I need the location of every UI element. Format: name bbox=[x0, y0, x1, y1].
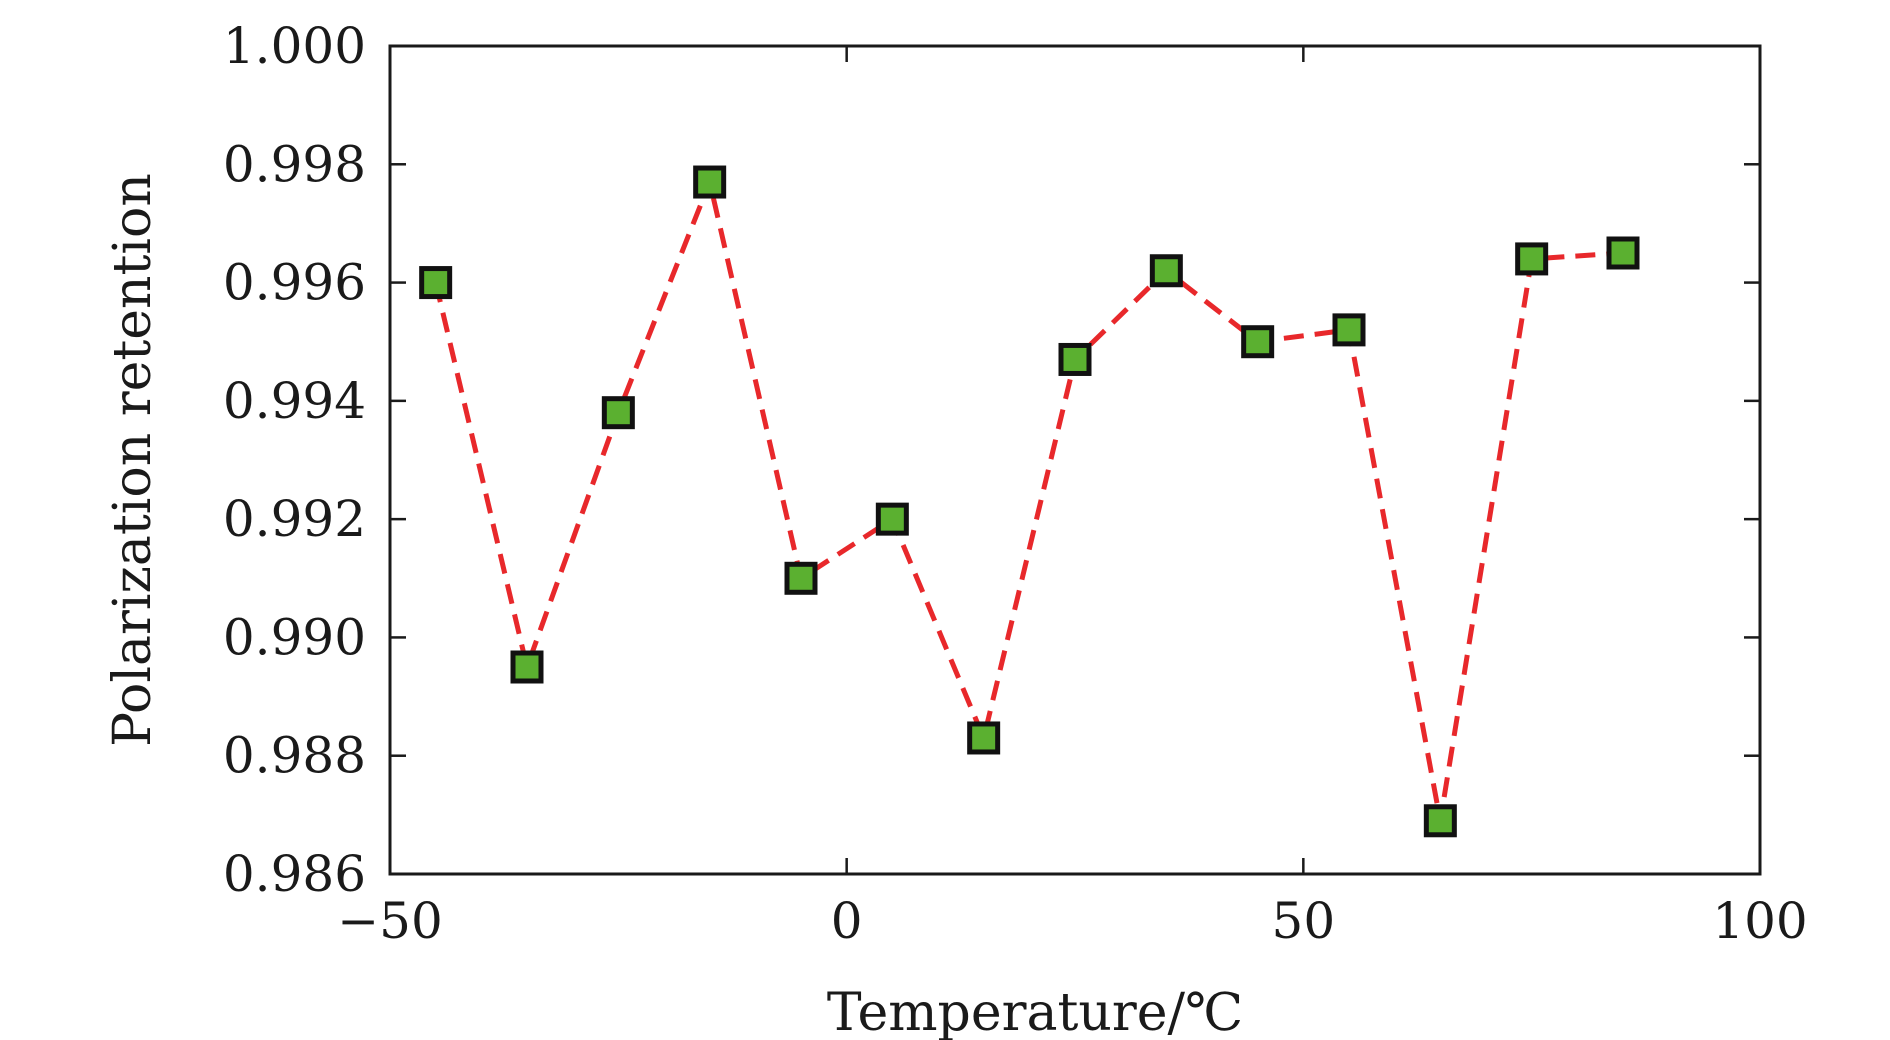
data-point-marker bbox=[1606, 236, 1640, 270]
data-point-marker bbox=[1241, 325, 1275, 359]
x-tick-label: 0 bbox=[831, 892, 863, 950]
data-point-marker bbox=[601, 396, 635, 430]
x-axis-title: Temperature/℃ bbox=[827, 983, 1243, 1040]
data-point-marker bbox=[967, 721, 1001, 755]
data-point-marker bbox=[1058, 342, 1092, 376]
data-point-marker bbox=[1149, 254, 1183, 288]
axis-tick-labels: −50 0 50 100 0.986 0.988 0.990 0.992 0.994 0.996 0… bbox=[223, 17, 1808, 950]
data-point-marker bbox=[693, 165, 727, 199]
series-markers bbox=[419, 165, 1640, 838]
x-tick-label: 100 bbox=[1712, 892, 1807, 950]
series-line bbox=[433, 173, 1624, 822]
data-point-marker bbox=[784, 561, 818, 595]
data-point-marker bbox=[1332, 313, 1366, 347]
y-tick-label: 1.000 bbox=[223, 17, 366, 75]
plot-frame bbox=[388, 44, 1762, 876]
data-point-marker bbox=[875, 502, 909, 536]
y-axis-title: Polarization retention bbox=[103, 173, 163, 747]
data-point-marker bbox=[510, 650, 544, 684]
data-point-marker bbox=[419, 266, 453, 300]
y-tick-label: 0.990 bbox=[223, 608, 366, 666]
x-tick-label: 50 bbox=[1272, 892, 1336, 950]
data-point-marker bbox=[1515, 242, 1549, 276]
y-tick-label: 0.986 bbox=[223, 845, 366, 903]
y-tick-label: 0.988 bbox=[223, 727, 366, 785]
y-tick-label: 0.996 bbox=[223, 254, 366, 312]
x-tick-label: −50 bbox=[337, 892, 443, 950]
y-tick-label: 0.992 bbox=[223, 490, 366, 548]
axis-ticks bbox=[388, 44, 1762, 876]
data-point-marker bbox=[1423, 804, 1457, 838]
series-lines bbox=[433, 173, 1624, 822]
y-tick-label: 0.998 bbox=[223, 135, 366, 193]
y-tick-label: 0.994 bbox=[223, 372, 366, 430]
